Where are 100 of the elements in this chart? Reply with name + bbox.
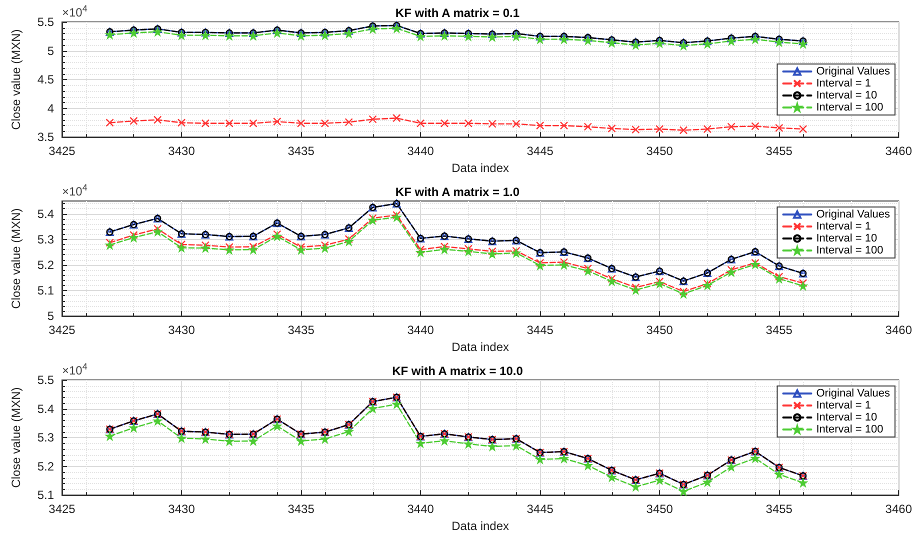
y-tick-label: 5.4: [37, 206, 54, 221]
x-tick-label: 3445: [526, 502, 554, 516]
point: [488, 442, 496, 451]
y-tick-label: 4.5: [37, 72, 54, 87]
point: [130, 230, 138, 240]
x-tick-label: 3460: [885, 144, 912, 158]
x-tick-label: 3430: [168, 144, 196, 158]
legend-label: Original Values: [816, 208, 890, 220]
legend-label: Interval = 10: [816, 412, 878, 424]
point: [679, 287, 688, 296]
point: [775, 272, 784, 281]
legend-label: Original Values: [816, 66, 890, 78]
point: [703, 124, 712, 134]
x-tick-label: 3425: [48, 144, 76, 158]
point: [130, 116, 138, 126]
legend-label: Original Values: [816, 388, 890, 400]
legend-label: Interval = 10: [816, 232, 878, 244]
point: [560, 258, 568, 266]
point: [249, 242, 258, 251]
x-tick-label: 3445: [526, 144, 554, 158]
point: [320, 244, 330, 252]
x-tick-label: 3450: [646, 502, 674, 516]
y-tick-label: 3.5: [37, 130, 54, 144]
x-tick-label: 3455: [766, 502, 793, 516]
point: [632, 286, 640, 294]
point: [106, 238, 114, 247]
point: [679, 126, 688, 134]
legend-label: Interval = 100: [816, 424, 884, 436]
point: [296, 119, 306, 128]
point: [608, 274, 616, 283]
point: [632, 126, 640, 134]
point: [201, 119, 210, 128]
x-tick-label: 3450: [646, 323, 674, 338]
point: [392, 114, 401, 122]
point: [154, 116, 162, 124]
legend-label: Interval = 1: [816, 220, 871, 232]
point: [536, 258, 544, 267]
y-tick-label: 5: [47, 309, 54, 324]
x-tick-label: 3460: [885, 323, 912, 338]
legend-label: Interval = 1: [816, 400, 871, 412]
point: [560, 260, 568, 270]
point: [249, 119, 258, 128]
x-tick-label: 3450: [646, 144, 674, 158]
x-tick-label: 3455: [766, 144, 793, 158]
y-tick-label: 5.5: [37, 373, 54, 387]
point: [130, 28, 138, 38]
point: [368, 404, 377, 413]
point: [608, 124, 616, 133]
point: [798, 124, 808, 134]
point: [488, 32, 496, 42]
point: [464, 119, 472, 128]
point: [560, 121, 568, 130]
legend-label: Interval = 1: [816, 78, 871, 90]
x-axis-title: Data index: [452, 519, 510, 533]
point: [344, 118, 353, 126]
point: [273, 28, 282, 38]
point: [560, 454, 568, 463]
x-tick-label: 3445: [526, 323, 554, 338]
point: [416, 119, 425, 128]
x-tick-label: 3430: [168, 323, 196, 338]
point: [320, 241, 330, 250]
point: [344, 427, 353, 436]
point: [320, 119, 330, 128]
point: [656, 277, 664, 286]
point: [584, 122, 592, 131]
point: [798, 279, 808, 288]
point: [727, 122, 736, 131]
point: [440, 242, 449, 251]
point: [368, 214, 377, 222]
point: [679, 41, 688, 50]
point: [536, 121, 544, 130]
point: [296, 436, 306, 446]
point: [632, 283, 640, 292]
point: [464, 244, 472, 253]
point: [320, 434, 330, 444]
point: [727, 266, 736, 274]
point: [106, 240, 114, 250]
point: [344, 235, 353, 244]
point: [751, 258, 760, 267]
point: [775, 124, 784, 132]
y-axis-title: Close value (MXN): [9, 208, 23, 309]
x-tick-label: 3455: [766, 323, 793, 338]
chart-title: KF with A matrix = 0.1: [395, 6, 520, 20]
point: [344, 29, 353, 38]
point: [273, 117, 282, 126]
x-tick-label: 3460: [885, 502, 912, 516]
point: [201, 244, 210, 252]
x-tick-label: 3440: [407, 144, 434, 158]
point: [273, 422, 282, 430]
point: [416, 246, 425, 254]
point: [273, 230, 282, 238]
point: [632, 40, 640, 50]
x-tick-label: 3440: [407, 502, 434, 516]
point: [536, 455, 544, 464]
point: [201, 241, 210, 250]
point: [512, 248, 520, 258]
y-axis-title: Close value (MXN): [9, 29, 23, 130]
x-tick-label: 3440: [407, 323, 434, 338]
point: [225, 242, 234, 252]
y-tick-label: 5.3: [37, 232, 54, 246]
